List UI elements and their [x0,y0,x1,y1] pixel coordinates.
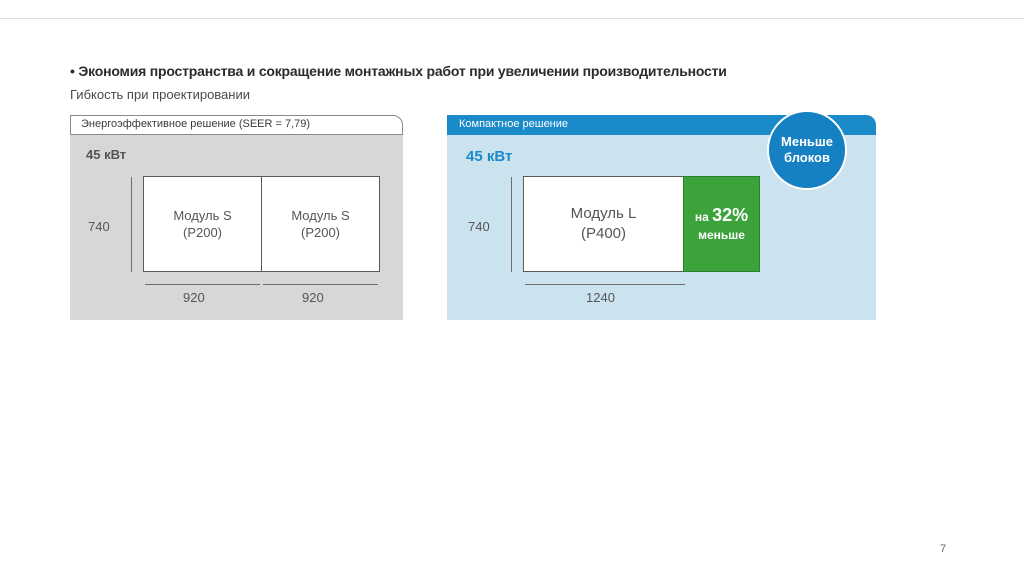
module-s-1-model: (P200) [182,225,223,240]
module-s-2-model: (P200) [300,225,341,240]
module-l-width-label: 1240 [586,290,615,305]
module-l: Модуль L (P400) [523,176,684,272]
savings-prefix: на [694,210,709,224]
left-height-label: 740 [88,219,110,234]
module-l-model: (P400) [580,225,627,242]
module-l-name: Модуль L [570,205,637,222]
savings-suffix: меньше [698,228,745,242]
left-height-dimension-line [131,177,132,272]
module-s-1-name: Модуль S [173,208,232,223]
module-s-2-width-label: 920 [302,290,324,305]
module-s-2-width-line [263,284,378,285]
left-power-label: 45 кВт [86,147,127,162]
slide-heading: • Экономия пространства и сокращение мон… [70,63,727,79]
badge-line-2: блоков [783,150,830,165]
energy-efficient-tab: Энергоэффективное решение (SEER = 7,79) [70,115,403,135]
right-height-label: 740 [468,219,490,234]
energy-efficient-tab-label: Энергоэффективное решение (SEER = 7,79) [81,118,311,130]
badge-line-1: Меньше [781,134,833,149]
top-rule [0,0,1024,19]
right-height-dimension-line [511,177,512,272]
savings-line-1: на 32% [695,205,748,227]
module-s-2: Модуль S (P200) [261,176,380,272]
module-s-2-name: Модуль S [291,208,350,223]
module-s-1-width-label: 920 [183,290,205,305]
module-l-width-line [525,284,685,285]
module-s-1: Модуль S (P200) [143,176,262,272]
slide-subheading: Гибкость при проектировании [70,87,250,102]
fewer-units-badge: Меньше блоков [767,110,847,190]
compact-tab-label: Компактное решение [459,118,569,130]
module-s-1-width-line [145,284,260,285]
right-power-label: 45 кВт [466,148,513,165]
savings-box: на 32% меньше [683,176,760,272]
compact-tab: Компактное решение [447,115,876,135]
page-number: 7 [940,543,947,555]
savings-percent: 32% [712,205,749,225]
